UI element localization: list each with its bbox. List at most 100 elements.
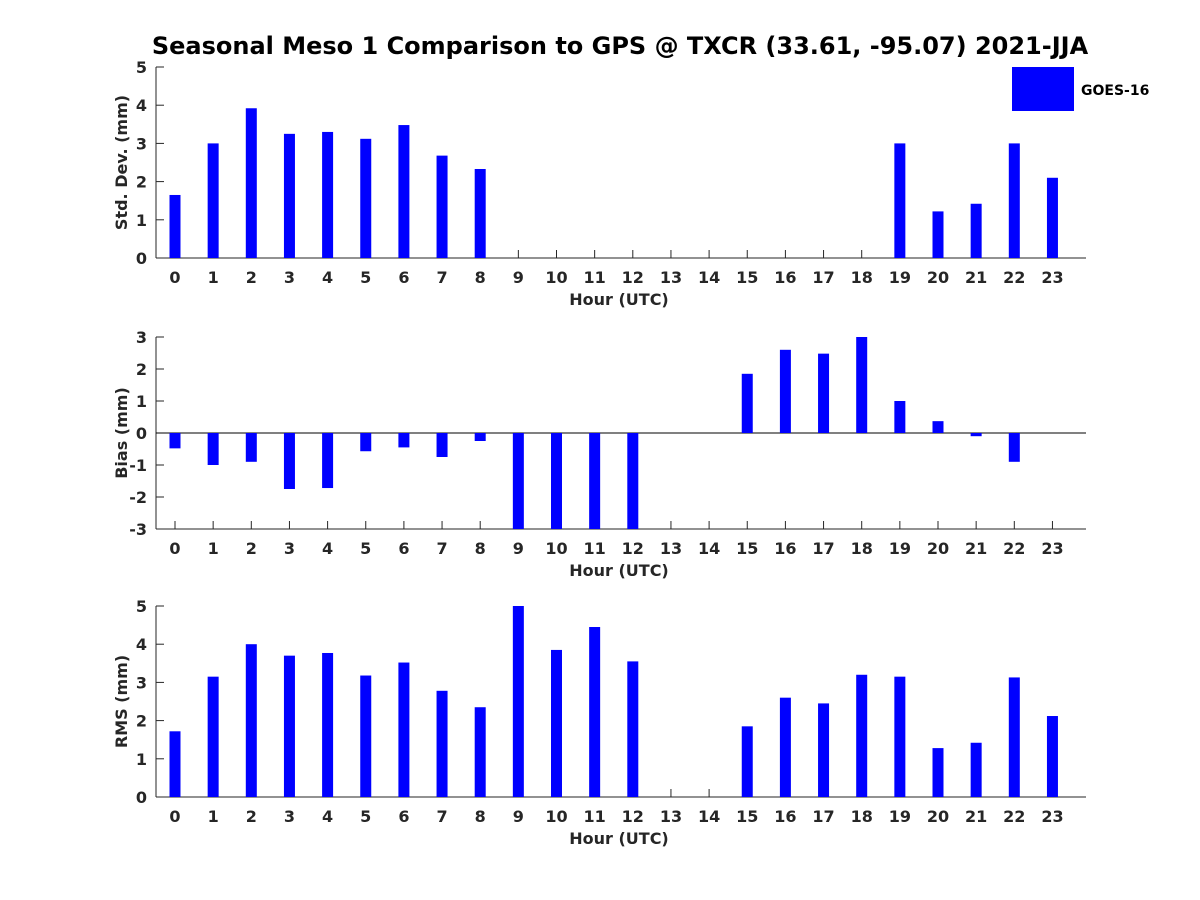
bar-hour-2 — [245, 644, 257, 797]
x-tick-label: 1 — [208, 268, 219, 287]
bar-hour-7 — [436, 155, 448, 258]
bar-hour-21 — [970, 203, 982, 258]
y-axis-label: Bias (mm) — [112, 387, 131, 479]
y-tick-label: 1 — [136, 392, 147, 411]
bar-hour-7 — [436, 433, 448, 457]
x-tick-label: 22 — [1003, 807, 1025, 826]
x-tick-label: 1 — [208, 807, 219, 826]
x-tick-label: 14 — [698, 268, 720, 287]
x-tick-label: 21 — [965, 268, 987, 287]
x-tick-label: 13 — [660, 539, 682, 558]
bar-hour-23 — [1046, 716, 1058, 797]
x-tick-label: 10 — [545, 539, 567, 558]
bar-hour-5 — [360, 138, 372, 258]
bar-hour-1 — [207, 143, 219, 258]
x-tick-label: 14 — [698, 539, 720, 558]
x-tick-label: 15 — [736, 539, 758, 558]
y-tick-label: 0 — [136, 788, 147, 807]
x-tick-label: 9 — [513, 807, 524, 826]
x-tick-label: 17 — [812, 539, 834, 558]
legend-label: GOES-16 — [1081, 83, 1149, 99]
chart-title: Seasonal Meso 1 Comparison to GPS @ TXCR… — [152, 32, 1089, 60]
y-tick-label: 2 — [136, 173, 147, 192]
y-tick-label: 0 — [136, 249, 147, 268]
x-tick-label: 10 — [545, 268, 567, 287]
x-tick-label: 7 — [436, 807, 447, 826]
x-tick-label: 16 — [774, 268, 796, 287]
x-tick-label: 22 — [1003, 539, 1025, 558]
bar-hour-10 — [551, 649, 562, 797]
bar-hour-0 — [169, 731, 181, 797]
bar-hour-18 — [856, 674, 868, 797]
x-tick-label: 19 — [889, 539, 911, 558]
x-tick-label: 18 — [851, 539, 873, 558]
x-axis-label: Hour (UTC) — [569, 561, 669, 580]
x-tick-label: 15 — [736, 268, 758, 287]
bar-hour-11 — [589, 433, 601, 529]
x-tick-label: 0 — [169, 539, 180, 558]
x-tick-label: 12 — [622, 807, 644, 826]
y-tick-label: 2 — [136, 712, 147, 731]
bar-hour-5 — [360, 433, 372, 452]
bar-hour-3 — [283, 655, 295, 797]
x-tick-label: 19 — [889, 268, 911, 287]
bar-hour-22 — [1008, 433, 1020, 462]
x-tick-label: 3 — [284, 268, 295, 287]
y-tick-label: 3 — [136, 328, 147, 347]
x-tick-label: 7 — [436, 268, 447, 287]
y-tick-label: 4 — [136, 635, 147, 654]
x-tick-label: 20 — [927, 268, 949, 287]
x-tick-label: 23 — [1041, 268, 1063, 287]
x-tick-label: 21 — [965, 807, 987, 826]
x-tick-label: 11 — [584, 807, 606, 826]
bar-hour-15 — [741, 726, 753, 797]
bar-hour-1 — [207, 433, 219, 465]
bar-hour-9 — [512, 606, 524, 797]
x-tick-label: 7 — [436, 539, 447, 558]
x-tick-label: 14 — [698, 807, 720, 826]
x-tick-label: 18 — [851, 807, 873, 826]
bar-hour-22 — [1008, 677, 1020, 797]
x-tick-label: 19 — [889, 807, 911, 826]
y-axis-label: Std. Dev. (mm) — [112, 95, 131, 230]
bar-hour-20 — [932, 421, 944, 433]
legend: GOES-16 — [1012, 67, 1149, 111]
bar-hour-6 — [398, 433, 410, 448]
bar-hour-12 — [627, 661, 639, 797]
y-tick-label: 0 — [136, 424, 147, 443]
x-tick-label: 3 — [284, 539, 295, 558]
x-tick-label: 12 — [622, 539, 644, 558]
y-axis-label: RMS (mm) — [112, 655, 131, 748]
x-tick-label: 15 — [736, 807, 758, 826]
x-tick-label: 23 — [1041, 539, 1063, 558]
x-tick-label: 16 — [774, 807, 796, 826]
x-tick-label: 21 — [965, 539, 987, 558]
bar-hour-19 — [894, 676, 906, 797]
x-tick-label: 5 — [360, 268, 371, 287]
bar-hour-10 — [551, 433, 562, 529]
x-tick-label: 0 — [169, 268, 180, 287]
bar-hour-4 — [322, 131, 334, 258]
x-tick-label: 2 — [246, 807, 257, 826]
x-tick-label: 23 — [1041, 807, 1063, 826]
bar-hour-19 — [894, 401, 906, 433]
bar-hour-17 — [818, 703, 830, 797]
x-tick-label: 10 — [545, 807, 567, 826]
y-tick-label: -3 — [129, 520, 147, 539]
y-tick-label: 3 — [136, 673, 147, 692]
legend-swatch — [1012, 67, 1074, 111]
bar-hour-8 — [474, 433, 486, 441]
bar-hour-16 — [779, 349, 791, 433]
y-tick-label: 1 — [136, 211, 147, 230]
y-tick-label: -2 — [129, 488, 147, 507]
bar-hour-18 — [856, 337, 868, 433]
bar-hour-8 — [474, 707, 486, 797]
bar-hour-7 — [436, 690, 448, 797]
x-tick-label: 4 — [322, 268, 333, 287]
y-tick-label: 2 — [136, 360, 147, 379]
x-tick-label: 2 — [246, 539, 257, 558]
x-tick-label: 6 — [398, 807, 409, 826]
bar-hour-23 — [1046, 177, 1058, 258]
